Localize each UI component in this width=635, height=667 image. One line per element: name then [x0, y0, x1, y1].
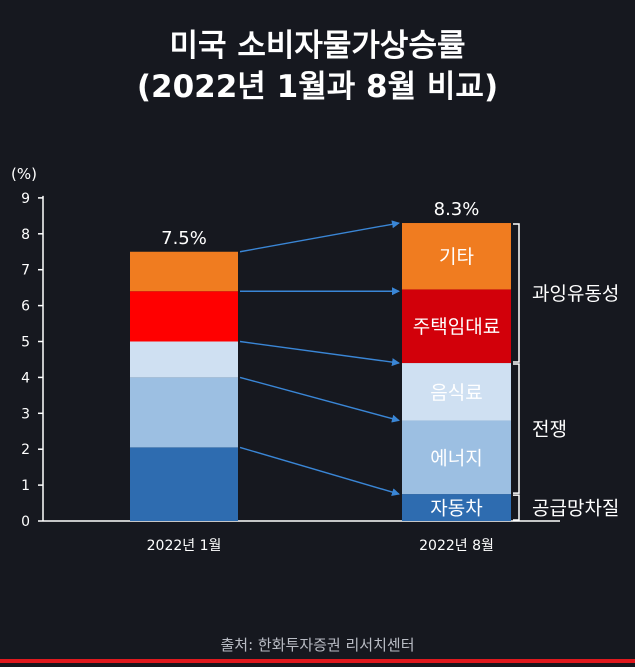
y-tick-label: 2: [21, 442, 30, 458]
y-tick-label: 1: [21, 478, 30, 494]
bar-total-label: 7.5%: [161, 228, 207, 249]
y-tick-label: 6: [21, 299, 30, 315]
segment-label: 주택임대료: [413, 316, 500, 338]
bar-segment-aug: [402, 223, 511, 290]
bar-segment-aug: [402, 363, 511, 421]
group-label: 공급망차질: [532, 498, 619, 520]
y-tick-label: 7: [21, 263, 30, 279]
x-category-label: 2022년 8월: [419, 538, 494, 554]
group-bracket: [513, 494, 520, 521]
y-tick-label: 5: [21, 335, 30, 351]
x-category-label: 2022년 1월: [147, 538, 222, 554]
bar-segment-jan: [130, 291, 238, 342]
group-label: 과잉유동성: [532, 283, 619, 305]
bottom-red-line: [0, 659, 635, 663]
connector-arrow: [239, 376, 400, 423]
bar-segment-aug: [402, 420, 511, 495]
bar-segment-aug: [402, 289, 511, 364]
source-note: 출처: 한화투자증권 리서치센터: [220, 636, 415, 654]
group-bracket: [513, 363, 520, 494]
segment-label: 에너지: [430, 447, 482, 469]
segment-label: 자동차: [430, 498, 482, 520]
y-tick-label: 4: [21, 370, 30, 386]
segment-label: 음식료: [430, 382, 482, 404]
y-tick-label: 3: [21, 406, 30, 422]
group-bracket: [513, 223, 520, 363]
y-tick-label: 0: [21, 514, 30, 530]
segment-label: 기타: [439, 246, 474, 268]
connector-arrow: [239, 446, 400, 496]
y-axis-label: (%): [11, 165, 37, 183]
bar-total-label: 8.3%: [434, 199, 480, 220]
bar-segment-jan: [130, 341, 238, 378]
y-tick-label: 8: [21, 227, 30, 243]
y-tick-label: 9: [21, 191, 30, 207]
connector-arrow: [239, 220, 400, 253]
bar-segment-jan: [130, 251, 238, 292]
chart-title-line2: (2022년 1월과 8월 비교): [136, 69, 499, 105]
bar-segment-jan: [130, 377, 238, 448]
chart-title-line1: 미국 소비자물가상승률: [169, 28, 466, 64]
bar-segment-aug: [402, 494, 511, 521]
bar-segment-jan: [130, 447, 238, 521]
connector-arrow: [239, 340, 400, 367]
group-label: 전쟁: [532, 419, 567, 441]
